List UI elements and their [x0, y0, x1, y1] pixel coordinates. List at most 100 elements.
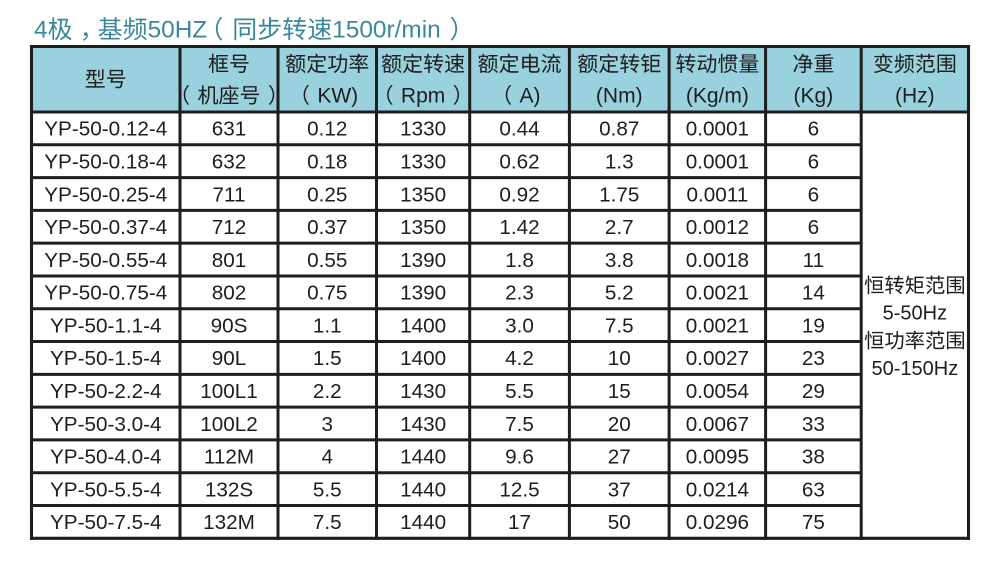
svg-text:0.12: 0.12 [307, 118, 347, 141]
svg-text:6: 6 [808, 183, 820, 206]
svg-text:0.0214: 0.0214 [686, 478, 749, 501]
svg-text:YP-50-3.0-4: YP-50-3.0-4 [50, 413, 162, 436]
svg-text:YP-50-7.5-4: YP-50-7.5-4 [50, 511, 162, 534]
svg-text:712: 712 [212, 216, 247, 239]
svg-text:0.25: 0.25 [307, 183, 347, 206]
svg-text:711: 711 [213, 183, 246, 206]
svg-text:A): A) [520, 84, 541, 107]
svg-text:100L2: 100L2 [200, 413, 258, 436]
svg-text:29: 29 [802, 380, 825, 403]
svg-text:0.75: 0.75 [307, 282, 347, 305]
svg-text:50HZ: 50HZ [148, 16, 208, 43]
svg-text:7.5: 7.5 [605, 314, 634, 337]
svg-text:0.0067: 0.0067 [686, 413, 749, 436]
svg-text:132M: 132M [203, 511, 255, 534]
svg-text:1.75: 1.75 [599, 183, 639, 206]
svg-text:0.92: 0.92 [499, 183, 539, 206]
svg-text:4.2: 4.2 [505, 347, 534, 370]
svg-text:0.87: 0.87 [599, 118, 639, 141]
svg-text:7.5: 7.5 [505, 413, 534, 436]
svg-text:0.62: 0.62 [499, 150, 539, 173]
svg-text:9.6: 9.6 [505, 446, 534, 469]
svg-text:5.2: 5.2 [605, 282, 634, 305]
svg-text:2.2: 2.2 [313, 380, 342, 403]
svg-text:0.0095: 0.0095 [686, 446, 749, 469]
svg-text:0.18: 0.18 [307, 150, 347, 173]
svg-text:1400: 1400 [400, 347, 446, 370]
svg-text:1430: 1430 [400, 380, 446, 403]
svg-text:0.0296: 0.0296 [686, 511, 749, 534]
svg-text:3: 3 [321, 413, 333, 436]
svg-text:0.37: 0.37 [307, 216, 347, 239]
svg-text:90L: 90L [212, 347, 247, 370]
svg-text:1.8: 1.8 [505, 249, 534, 272]
svg-text:YP-50-1.1-4: YP-50-1.1-4 [50, 314, 162, 337]
svg-text:0.0012: 0.0012 [686, 216, 749, 239]
svg-text:631: 631 [212, 118, 247, 141]
svg-text:6: 6 [808, 150, 820, 173]
svg-text:1500r/min: 1500r/min [332, 16, 440, 43]
svg-text:1440: 1440 [400, 478, 446, 501]
svg-text:7.5: 7.5 [313, 511, 342, 534]
svg-text:90S: 90S [211, 314, 248, 337]
svg-text:YP-50-1.5-4: YP-50-1.5-4 [50, 347, 162, 370]
svg-text:50: 50 [608, 511, 631, 534]
svg-text:(Kg): (Kg) [794, 84, 834, 107]
svg-text:YP-50-0.55-4: YP-50-0.55-4 [44, 249, 167, 272]
svg-text:4: 4 [34, 16, 48, 43]
svg-text:15: 15 [608, 380, 631, 403]
svg-text:1400: 1400 [400, 314, 446, 337]
svg-text:0.0021: 0.0021 [686, 314, 749, 337]
svg-text:801: 801 [212, 249, 247, 272]
svg-text:4: 4 [321, 446, 333, 469]
svg-text:YP-50-0.18-4: YP-50-0.18-4 [44, 150, 167, 173]
svg-text:3.8: 3.8 [605, 249, 634, 272]
svg-text:5.5: 5.5 [313, 478, 342, 501]
svg-text:1350: 1350 [400, 216, 446, 239]
svg-text:33: 33 [802, 413, 825, 436]
svg-text:YP-50-2.2-4: YP-50-2.2-4 [50, 380, 162, 403]
svg-text:1330: 1330 [400, 118, 446, 141]
svg-text:Rpm: Rpm [401, 84, 445, 107]
svg-text:12.5: 12.5 [499, 478, 539, 501]
svg-text:100L1: 100L1 [200, 380, 258, 403]
svg-text:63: 63 [802, 478, 825, 501]
svg-text:6: 6 [808, 118, 820, 141]
svg-text:50-150Hz: 50-150Hz [871, 358, 958, 380]
svg-text:23: 23 [802, 347, 825, 370]
svg-text:YP-50-0.25-4: YP-50-0.25-4 [44, 183, 167, 206]
svg-text:YP-50-0.37-4: YP-50-0.37-4 [44, 216, 167, 239]
svg-text:0.0018: 0.0018 [686, 249, 749, 272]
svg-text:5-50Hz: 5-50Hz [883, 303, 947, 325]
svg-text:0.0027: 0.0027 [686, 347, 749, 370]
svg-text:1390: 1390 [400, 282, 446, 305]
svg-text:20: 20 [608, 413, 631, 436]
svg-text:802: 802 [212, 282, 247, 305]
svg-text:6: 6 [808, 216, 820, 239]
svg-text:132S: 132S [205, 478, 253, 501]
svg-text:0.55: 0.55 [307, 249, 347, 272]
svg-text:1440: 1440 [400, 446, 446, 469]
svg-text:5.5: 5.5 [505, 380, 534, 403]
svg-text:2.7: 2.7 [605, 216, 634, 239]
svg-text:37: 37 [608, 478, 631, 501]
svg-text:1350: 1350 [400, 183, 446, 206]
svg-text:17: 17 [508, 511, 531, 534]
svg-text:1.5: 1.5 [313, 347, 342, 370]
svg-text:0.0054: 0.0054 [686, 380, 749, 403]
svg-text:1.42: 1.42 [499, 216, 539, 239]
svg-text:10: 10 [608, 347, 631, 370]
svg-text:(Hz): (Hz) [895, 84, 935, 107]
svg-text:YP-50-5.5-4: YP-50-5.5-4 [50, 478, 162, 501]
svg-text:0.0001: 0.0001 [686, 150, 749, 173]
svg-text:112M: 112M [204, 446, 254, 469]
svg-text:1440: 1440 [400, 511, 446, 534]
svg-text:0.0001: 0.0001 [686, 118, 749, 141]
svg-text:14: 14 [802, 282, 825, 305]
svg-text:11: 11 [803, 249, 824, 272]
svg-text:YP-50-4.0-4: YP-50-4.0-4 [50, 446, 162, 469]
svg-text:1390: 1390 [400, 249, 446, 272]
svg-text:19: 19 [802, 314, 825, 337]
svg-text:75: 75 [802, 511, 825, 534]
svg-text:38: 38 [802, 446, 825, 469]
